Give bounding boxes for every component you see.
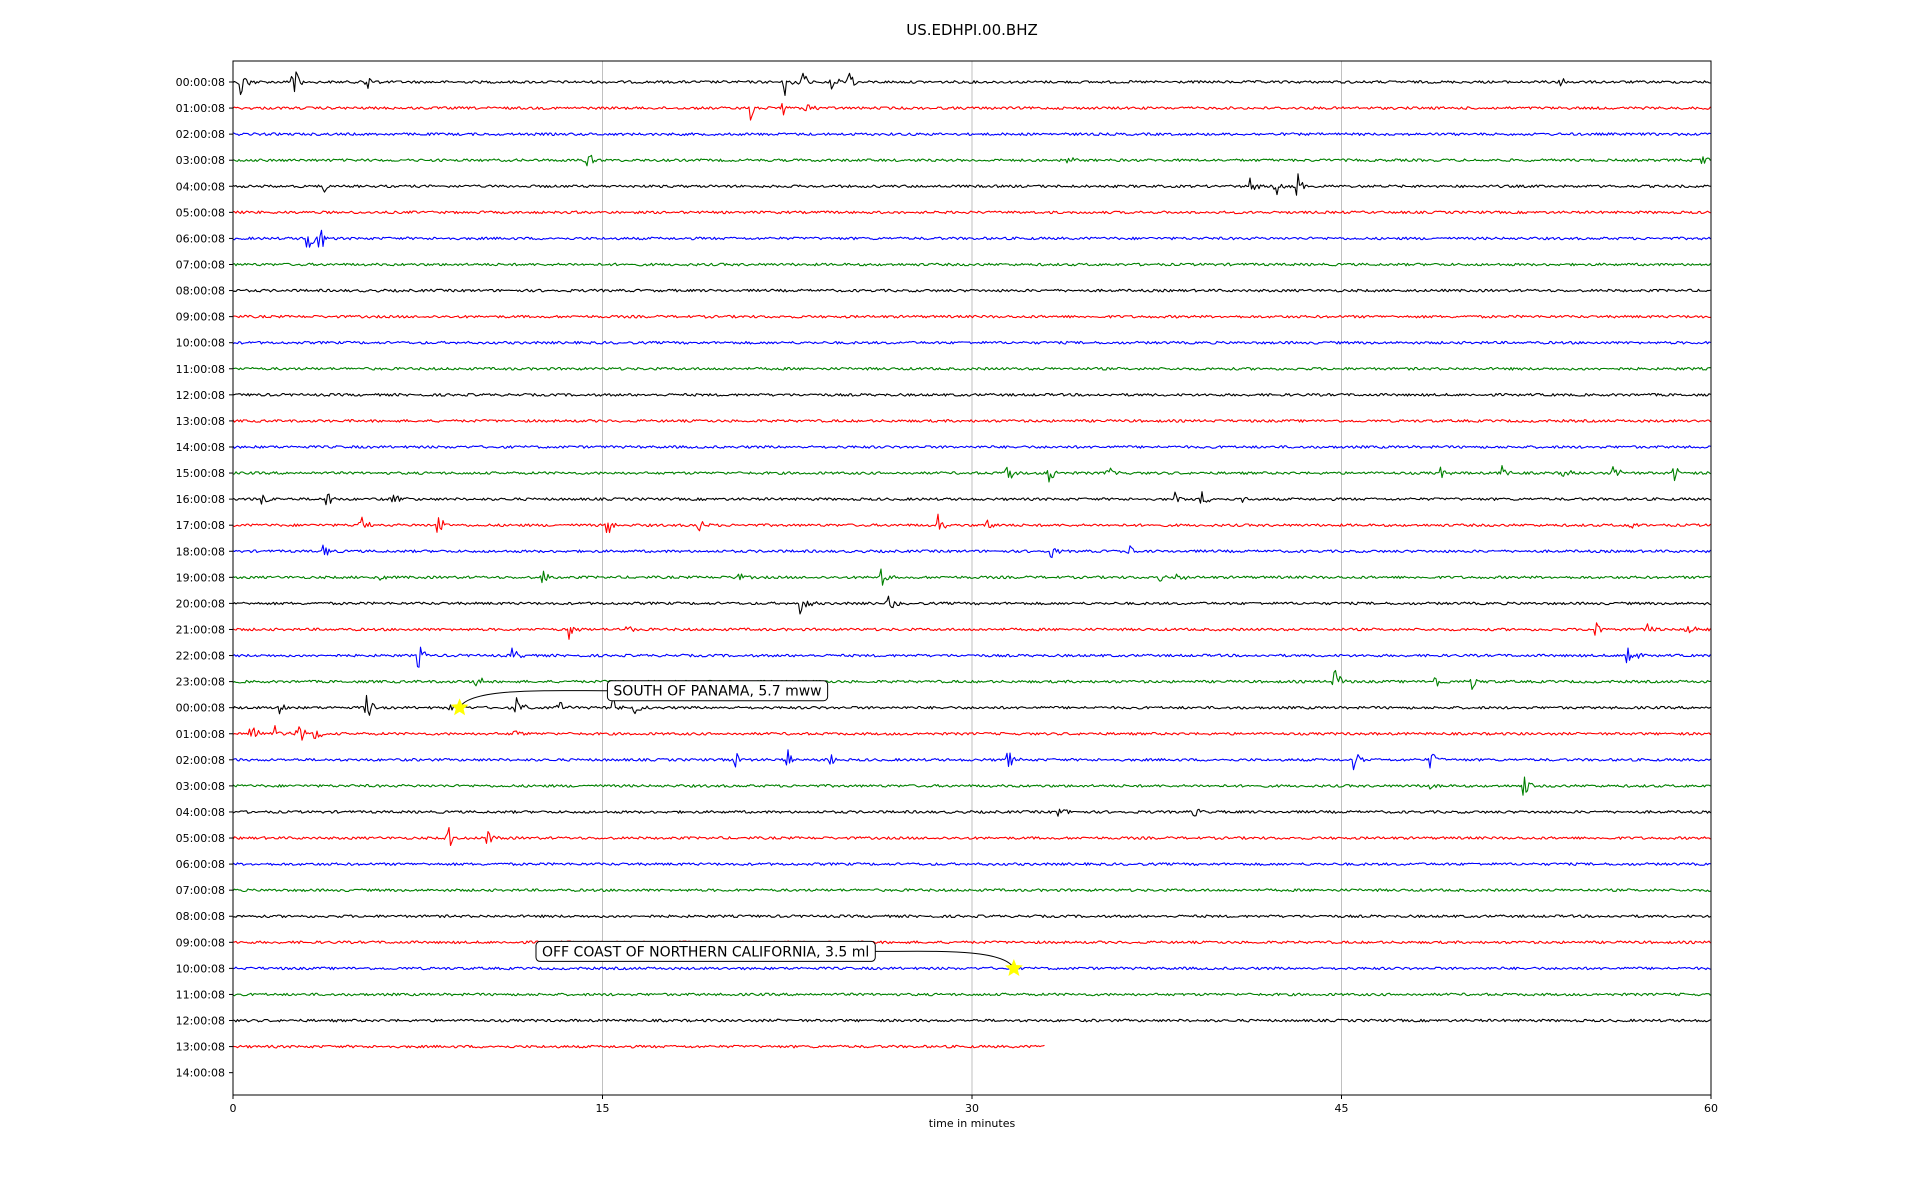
trace-line [232, 102, 1711, 121]
trace-line [232, 491, 1711, 506]
y-tick-label: 10:00:08 [176, 962, 225, 975]
y-tick-label: 01:00:08 [176, 728, 225, 741]
trace-line [232, 445, 1711, 449]
trace-line [232, 862, 1711, 866]
x-axis: 0 15 30 45 60 [230, 1095, 1718, 1115]
y-axis: 00:00:08 01:00:08 02:00:08 03:00:08 04:00:08… [176, 76, 233, 1080]
y-tick-label: 12:00:08 [176, 389, 225, 402]
y-tick-label: 17:00:08 [176, 519, 225, 532]
y-tick-label: 02:00:08 [176, 128, 225, 141]
y-tick-label: 07:00:08 [176, 884, 225, 897]
y-tick-label: 07:00:08 [176, 258, 225, 271]
y-tick-label: 11:00:08 [176, 363, 225, 376]
y-tick-label: 14:00:08 [176, 441, 225, 454]
trace-line [232, 992, 1711, 997]
y-tick-label: 14:00:08 [176, 1067, 225, 1080]
y-tick-label: 15:00:08 [176, 467, 225, 480]
x-tick-label: 15 [596, 1102, 610, 1115]
seismic-traces [232, 71, 1711, 1049]
event-star-marker [1005, 959, 1023, 977]
y-tick-label: 10:00:08 [176, 337, 225, 350]
y-tick-label: 21:00:08 [176, 623, 225, 636]
trace-line [232, 1044, 1045, 1049]
trace-line [232, 568, 1711, 586]
y-tick-label: 02:00:08 [176, 754, 225, 767]
trace-line [232, 173, 1711, 196]
y-tick-label: 16:00:08 [176, 493, 225, 506]
y-tick-label: 00:00:08 [176, 702, 225, 715]
trace-line [232, 776, 1711, 796]
x-axis-label: time in minutes [929, 1117, 1016, 1130]
y-tick-label: 00:00:08 [176, 76, 225, 89]
chart-title: US.EDHPI.00.BHZ [906, 21, 1038, 39]
y-tick-label: 04:00:08 [176, 180, 225, 193]
y-tick-label: 08:00:08 [176, 285, 225, 298]
trace-line [232, 669, 1711, 690]
x-tick-label: 60 [1704, 1102, 1718, 1115]
y-tick-label: 23:00:08 [176, 676, 225, 689]
trace-line [232, 132, 1711, 136]
trace-line [232, 966, 1711, 971]
y-tick-label: 12:00:08 [176, 1015, 225, 1028]
trace-line [232, 595, 1711, 615]
trace-line [232, 622, 1711, 640]
event-star-marker [450, 698, 469, 716]
y-tick-label: 19:00:08 [176, 571, 225, 584]
y-tick-label: 01:00:08 [176, 102, 225, 115]
trace-line [232, 888, 1711, 893]
event-annotation: SOUTH OF PANAMA, 5.7 mww [450, 680, 829, 716]
annotation-box [535, 940, 876, 962]
annotation-label: OFF COAST OF NORTHERN CALIFORNIA, 3.5 ml [542, 944, 869, 960]
trace-line [232, 71, 1711, 96]
y-tick-label: 06:00:08 [176, 858, 225, 871]
y-tick-label: 05:00:08 [176, 206, 225, 219]
event-annotation: OFF COAST OF NORTHERN CALIFORNIA, 3.5 ml [535, 940, 1023, 977]
event-annotations: SOUTH OF PANAMA, 5.7 mww OFF COAST OF NOR… [450, 680, 1023, 977]
y-tick-label: 05:00:08 [176, 832, 225, 845]
x-tick-label: 30 [965, 1102, 979, 1115]
trace-line [232, 513, 1711, 534]
y-tick-label: 20:00:08 [176, 597, 225, 610]
x-tick-label: 45 [1335, 1102, 1349, 1115]
y-tick-label: 09:00:08 [176, 936, 225, 949]
trace-line [232, 210, 1711, 215]
trace-line [232, 725, 1711, 741]
trace-line [232, 646, 1711, 668]
trace-line [232, 749, 1711, 771]
y-tick-label: 03:00:08 [176, 780, 225, 793]
y-tick-label: 04:00:08 [176, 806, 225, 819]
y-tick-label: 22:00:08 [176, 650, 225, 663]
trace-line [232, 392, 1711, 397]
y-tick-label: 08:00:08 [176, 910, 225, 923]
trace-line [232, 1018, 1711, 1023]
y-tick-label: 13:00:08 [176, 1041, 225, 1054]
annotation-connector [875, 950, 1015, 969]
y-tick-label: 18:00:08 [176, 545, 225, 558]
trace-line [232, 288, 1711, 293]
trace-line [233, 366, 1711, 371]
trace-line [232, 465, 1711, 483]
trace-line [232, 808, 1711, 817]
y-tick-label: 09:00:08 [176, 311, 225, 324]
trace-line [232, 914, 1711, 919]
y-tick-label: 06:00:08 [176, 232, 225, 245]
trace-line [232, 940, 1711, 945]
trace-line [232, 419, 1711, 423]
trace-line [232, 229, 1711, 248]
trace-line [232, 544, 1711, 559]
trace-line [232, 694, 1711, 716]
trace-line [232, 262, 1711, 267]
annotation-box [606, 680, 829, 702]
trace-line [232, 340, 1711, 345]
trace-line [232, 314, 1711, 319]
y-tick-label: 03:00:08 [176, 154, 225, 167]
annotation-label: SOUTH OF PANAMA, 5.7 mww [613, 684, 821, 700]
y-tick-label: 13:00:08 [176, 415, 225, 428]
trace-line [232, 826, 1711, 847]
annotation-connector [459, 690, 608, 708]
x-tick-label: 0 [230, 1102, 237, 1115]
trace-line [232, 154, 1711, 167]
y-tick-label: 11:00:08 [176, 988, 225, 1001]
